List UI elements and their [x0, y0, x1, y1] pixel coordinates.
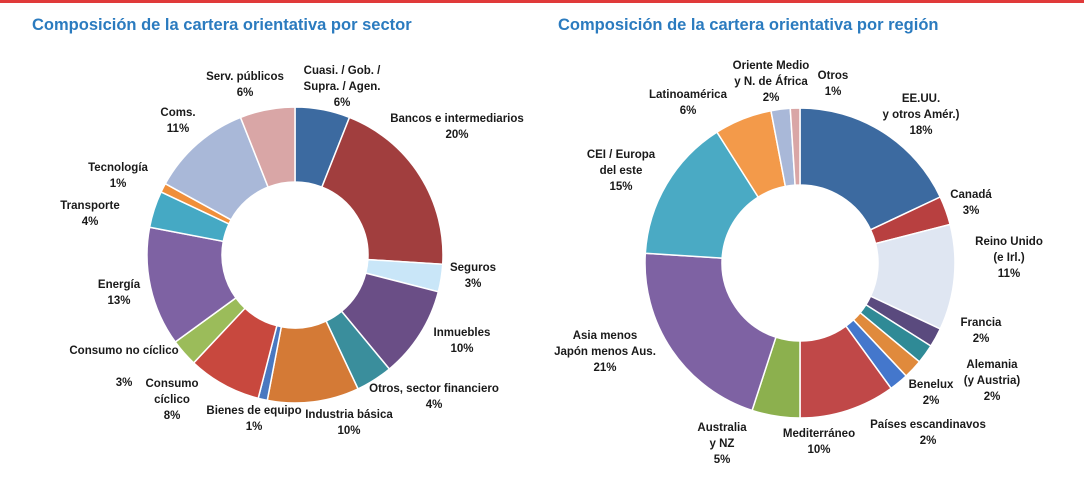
region-label-6-line-0: Países escandinavos — [870, 419, 986, 431]
sector-label-13-value: 6% — [237, 87, 254, 99]
sector-label-5-line-0: Industria básica — [305, 409, 393, 421]
region-label-12-line-0: Oriente Medio — [733, 60, 810, 72]
region-label-8-line-0: Australia — [697, 422, 747, 434]
region-label-4-line-1: (y Austria) — [964, 375, 1021, 387]
sector-label-12-value: 11% — [167, 123, 189, 135]
region-label-5-value: 2% — [923, 395, 940, 407]
region-label-7-value: 10% — [807, 444, 830, 456]
sector-label-6-value: 1% — [246, 421, 263, 433]
region-slice-cei-europa-del-este — [644, 131, 760, 259]
sector-label-9-value: 13% — [107, 295, 130, 307]
sector-donut — [146, 106, 444, 404]
region-labels: EE.UU. y otros Amér.) 18% Canadá 3% Reino Uni… — [554, 60, 1043, 466]
region-slice-otros — [789, 107, 801, 186]
region-label-8-line-1: y NZ — [710, 438, 735, 450]
region-label-9-line-1: Japón menos Aus. — [554, 346, 656, 358]
sector-label-7-value: 8% — [164, 410, 181, 422]
sector-label-4-line-0: Otros, sector financiero — [369, 383, 499, 395]
region-donut — [644, 107, 956, 419]
sector-label-11-value: 1% — [110, 178, 127, 190]
sector-label-9-line-0: Energía — [98, 279, 141, 291]
sector-label-4-value: 4% — [426, 399, 443, 411]
sector-label-0-value: 6% — [334, 97, 351, 109]
region-label-3-value: 2% — [973, 333, 990, 345]
sector-label-3-line-0: Inmuebles — [434, 327, 491, 339]
sector-label-13-line-0: Serv. públicos — [206, 71, 284, 83]
sector-slice-serv-publicos — [239, 106, 296, 189]
region-label-0-line-1: y otros Amér.) — [883, 109, 960, 121]
sector-label-0-line-1: Supra. / Agen. — [304, 81, 381, 93]
sector-label-1-line-0: Bancos e intermediarios — [390, 113, 524, 125]
region-label-5-line-0: Benelux — [909, 379, 954, 391]
sector-chart-title: Composición de la cartera orientativa po… — [32, 16, 412, 34]
region-label-8-value: 5% — [714, 454, 731, 466]
sector-label-8-value: 3% — [116, 377, 133, 389]
region-label-9-line-0: Asia menos — [573, 330, 638, 342]
region-label-13-line-0: Otros — [818, 70, 849, 82]
region-label-2-line-1: (e Irl.) — [993, 252, 1024, 264]
region-label-0-value: 18% — [909, 125, 932, 137]
sector-labels: Cuasi. / Gob. / Supra. / Agen. 6% Bancos e … — [60, 65, 524, 437]
sector-label-7-line-0: Consumo — [145, 378, 198, 390]
sector-label-1-value: 20% — [445, 129, 468, 141]
sector-slice-bancos-e-intermediarios — [320, 116, 444, 266]
sector-label-10-line-0: Transporte — [60, 200, 119, 212]
sector-label-11-line-0: Tecnología — [88, 162, 148, 174]
region-label-9-value: 21% — [593, 362, 616, 374]
sector-label-8-line-0: Consumo no cíclico — [69, 345, 178, 357]
sector-label-6-line-0: Bienes de equipo — [206, 405, 301, 417]
sector-label-7-line-1: cíclico — [154, 394, 190, 406]
region-label-13-value: 1% — [825, 86, 842, 98]
region-slice-asia-menos-japon-menos-aus — [644, 252, 777, 412]
region-label-10-value: 15% — [609, 181, 632, 193]
region-label-3-line-0: Francia — [961, 317, 1003, 329]
region-label-0-line-0: EE.UU. — [902, 93, 940, 105]
region-label-7-line-0: Mediterráneo — [783, 428, 855, 440]
sector-label-2-line-0: Seguros — [450, 262, 496, 274]
region-label-6-value: 2% — [920, 435, 937, 447]
region-chart-title: Composición de la cartera orientativa po… — [558, 16, 939, 34]
sector-label-12-line-0: Coms. — [160, 107, 195, 119]
top-accent-line — [0, 0, 1084, 3]
region-label-11-line-0: Latinoamérica — [649, 89, 728, 101]
region-label-11-value: 6% — [680, 105, 697, 117]
region-label-10-line-0: CEI / Europa — [587, 149, 656, 161]
sector-label-0-line-0: Cuasi. / Gob. / — [304, 65, 381, 77]
region-label-12-value: 2% — [763, 92, 780, 104]
region-label-1-line-0: Canadá — [950, 189, 992, 201]
sector-label-3-value: 10% — [450, 343, 473, 355]
sector-label-2-value: 3% — [465, 278, 482, 290]
region-label-10-line-1: del este — [600, 165, 643, 177]
region-label-2-line-0: Reino Unido — [975, 236, 1043, 248]
region-label-4-line-0: Alemania — [966, 359, 1018, 371]
sector-label-10-value: 4% — [82, 216, 99, 228]
region-label-4-value: 2% — [984, 391, 1001, 403]
sector-label-5-value: 10% — [337, 425, 360, 437]
region-slice-ee-uu-y-otros-amer — [799, 107, 942, 231]
region-label-2-value: 11% — [998, 268, 1020, 280]
region-label-12-line-1: y N. de África — [734, 75, 808, 88]
region-label-1-value: 3% — [963, 205, 980, 217]
